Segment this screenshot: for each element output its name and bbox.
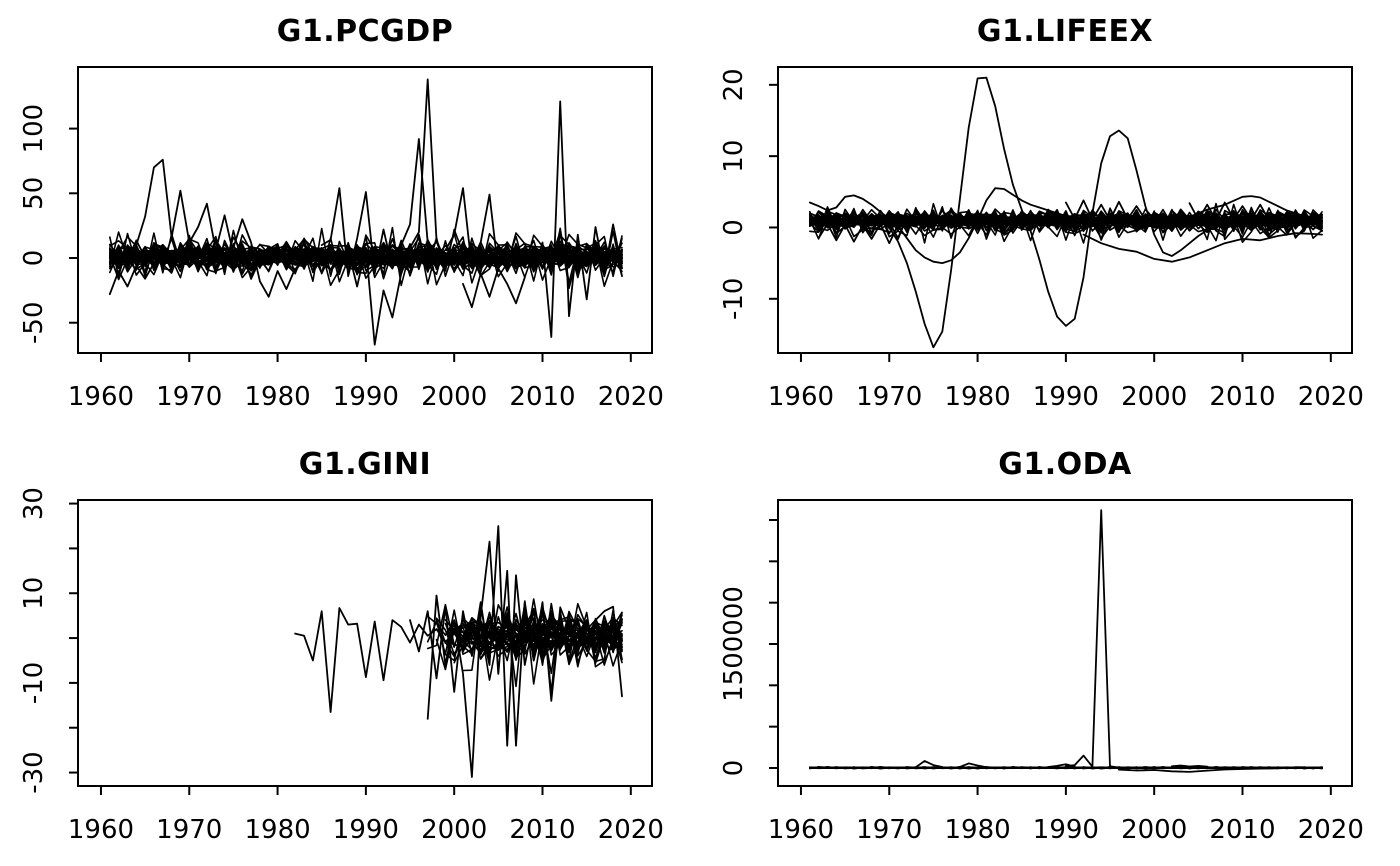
y-tick-label: 0 [719, 219, 749, 236]
x-tick-label: 2020 [1298, 815, 1364, 845]
x-tick-label: 2020 [1298, 382, 1364, 412]
outlier-series-line [1047, 763, 1076, 768]
x-tick-label: 1990 [333, 815, 399, 845]
x-tick-label: 2000 [1121, 382, 1187, 412]
panel-title: G1.PCGDP [276, 14, 454, 49]
y-tick-label: 1500000 [719, 586, 749, 702]
panel-g1-oda: G1.ODA 1960 1970 1980 1990 2000 2010 2020 0 1500… [700, 433, 1400, 866]
x-tick-label: 1970 [156, 382, 222, 412]
y-tick-label: -30 [19, 751, 49, 793]
y-tick-label: 20 [719, 68, 749, 101]
panel-g1-gini: G1.GINI 1960 1970 1980 1990 2000 2010 2020 -30 -… [0, 433, 700, 866]
panel-g1-pcgdp: G1.PCGDP 1960 1970 1980 1990 2000 2010 2020 -50… [0, 0, 700, 433]
y-tick-label: -10 [19, 662, 49, 704]
x-tick-label: 1980 [944, 382, 1010, 412]
plot-box [777, 499, 1353, 787]
outlier-series-line [126, 158, 235, 256]
plot-box [777, 66, 1353, 354]
panel-title: G1.LIFEEX [976, 14, 1154, 49]
panel-g1-lifeex: G1.LIFEEX 1960 1970 1980 1990 2000 2010 2020 -1… [700, 0, 1400, 433]
outlier-series-line [479, 525, 544, 747]
y-tick-label: 100 [19, 104, 49, 154]
ensemble-series-line [109, 226, 623, 287]
outlier-series-line [817, 222, 900, 245]
x-tick-label: 1970 [856, 382, 922, 412]
x-tick-label: 2010 [1209, 815, 1275, 845]
outlier-series-line [409, 601, 491, 693]
outlier-series-line [808, 187, 1120, 265]
outlier-series-line [958, 762, 988, 769]
outlier-series-line [391, 138, 438, 267]
x-tick-label: 1960 [68, 382, 134, 412]
outlier-series-line [320, 187, 403, 278]
x-tick-label: 2010 [1209, 382, 1275, 412]
x-tick-label: 1960 [68, 815, 134, 845]
outlier-series-line [347, 246, 411, 346]
outlier-series-line [914, 760, 944, 769]
x-tick-label: 2020 [598, 815, 664, 845]
x-tick-label: 2000 [421, 382, 487, 412]
ensemble-series-line [109, 227, 623, 290]
chart-canvas: 1960 1970 1980 1990 2000 2010 2020 -50 0 50 100 [19, 66, 664, 412]
outlier-series-line [1064, 509, 1120, 769]
outlier-series-line [1188, 201, 1270, 222]
x-tick-label: 1990 [1033, 382, 1099, 412]
outlier-series-line [1064, 199, 1147, 222]
x-tick-label: 2010 [509, 382, 575, 412]
y-tick-label: 30 [19, 487, 49, 520]
x-tick-label: 2000 [1121, 815, 1187, 845]
x-tick-label: 1970 [856, 815, 922, 845]
y-tick-label: -10 [719, 278, 749, 320]
outlier-series-line [444, 187, 500, 272]
x-tick-label: 2010 [509, 815, 575, 845]
outlier-series-line [1117, 767, 1279, 773]
ensemble-series-line [426, 613, 623, 646]
outlier-series-line [594, 605, 623, 698]
x-tick-label: 1960 [768, 815, 834, 845]
ensemble-series-line [109, 228, 623, 276]
ensemble-series-line [453, 618, 623, 668]
plot-box [77, 499, 653, 787]
y-tick-label: 50 [19, 177, 49, 210]
outlier-series-line [426, 540, 544, 778]
x-tick-label: 1980 [944, 815, 1010, 845]
panel-title: G1.GINI [298, 447, 432, 482]
outlier-series-line [294, 607, 456, 713]
x-tick-label: 2000 [421, 815, 487, 845]
outlier-series-line [108, 262, 155, 296]
chart-canvas: 1960 1970 1980 1990 2000 2010 2020 -10 0 10 20 [719, 66, 1364, 412]
x-tick-label: 1960 [768, 382, 834, 412]
outlier-series-line [1082, 232, 1323, 263]
ensemble-series-line [109, 236, 623, 283]
outlier-series-line [879, 76, 1323, 349]
chart-canvas: 1960 1970 1980 1990 2000 2010 2020 0 1500000 [719, 499, 1364, 845]
outlier-series-line [532, 100, 623, 338]
x-tick-label: 1980 [244, 815, 310, 845]
x-tick-label: 1990 [1033, 815, 1099, 845]
outlier-series-line [400, 78, 447, 270]
outlier-series-line [232, 218, 297, 298]
outlier-series-line [462, 267, 526, 309]
y-tick-label: 10 [719, 140, 749, 173]
panel-title: G1.ODA [998, 447, 1132, 482]
outlier-series-line [1170, 764, 1209, 768]
y-tick-label: 10 [19, 577, 49, 610]
x-tick-label: 2020 [598, 382, 664, 412]
ensemble-series-line [809, 212, 1323, 234]
x-tick-label: 1970 [156, 815, 222, 845]
chart-canvas: 1960 1970 1980 1990 2000 2010 2020 -30 -10 10 30 [19, 487, 664, 845]
y-tick-label: 0 [19, 250, 49, 267]
plot-box [77, 66, 653, 354]
ensemble-series-line [809, 766, 1323, 770]
y-tick-label: -50 [19, 301, 49, 343]
x-tick-label: 1990 [333, 382, 399, 412]
x-tick-label: 1980 [244, 382, 310, 412]
outlier-series-line [523, 601, 570, 702]
y-tick-label: 0 [719, 760, 749, 777]
